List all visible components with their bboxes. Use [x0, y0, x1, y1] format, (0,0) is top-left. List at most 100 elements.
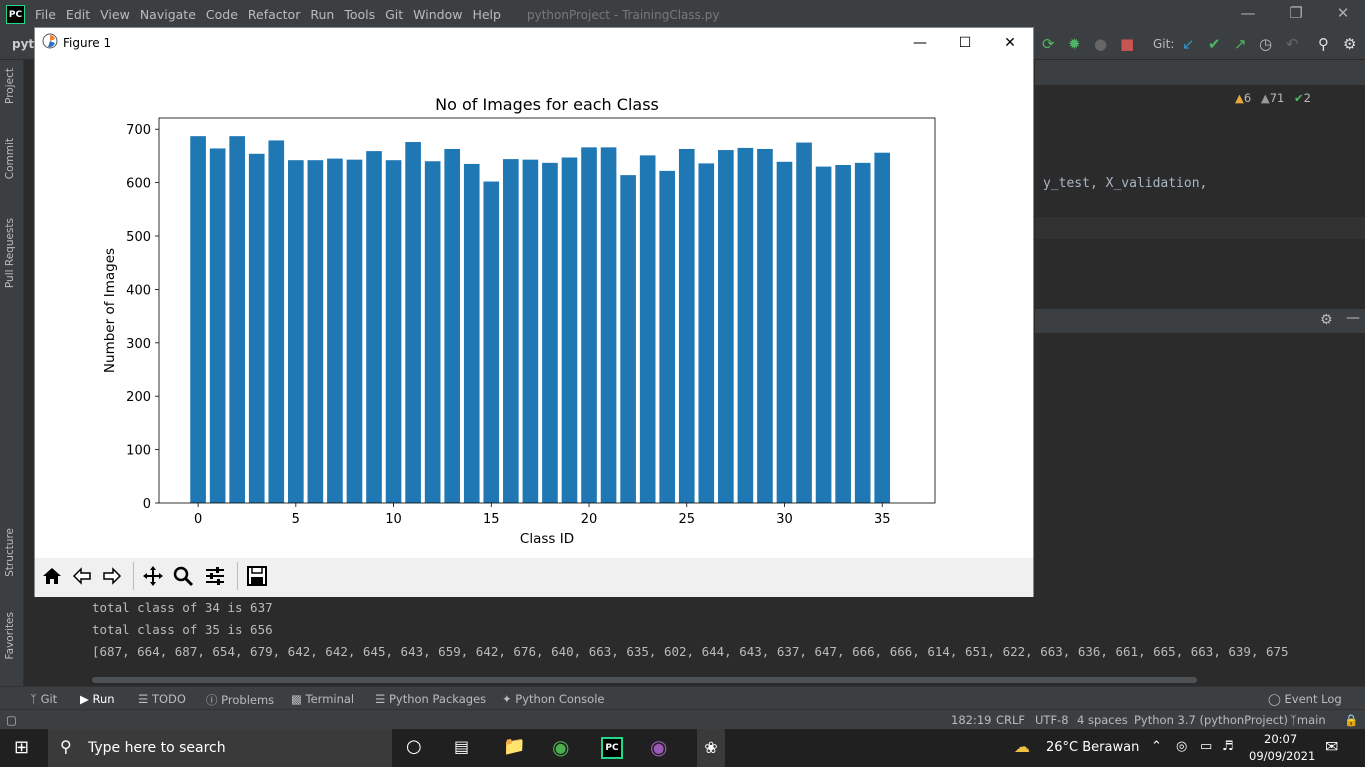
- menu-tools[interactable]: Tools: [344, 7, 376, 22]
- tab-terminal[interactable]: ▩ Terminal: [291, 692, 355, 706]
- weather-icon[interactable]: ☁: [1014, 737, 1030, 756]
- tab-python-packages[interactable]: ☰ Python Packages: [375, 692, 487, 706]
- menu-help[interactable]: Help: [472, 7, 501, 22]
- wifi-icon[interactable]: ◎: [1176, 739, 1188, 754]
- history-icon[interactable]: ◷: [1259, 35, 1273, 53]
- code-editor[interactable]: [1035, 85, 1365, 285]
- branch-icon: ᛉ: [1290, 713, 1297, 727]
- windows-taskbar: ⊞ ⚲ Type here to search ○ ▤ 📁 ◉ PC ◉ ❀ ☁…: [0, 729, 1365, 767]
- tab-git[interactable]: ᛉ Git: [30, 692, 58, 706]
- code-line[interactable]: y_test, X_validation,: [1043, 176, 1208, 191]
- file-encoding[interactable]: UTF-8: [1035, 713, 1069, 727]
- menu-view[interactable]: View: [100, 7, 130, 22]
- menu-refactor[interactable]: Refactor: [247, 7, 301, 22]
- run-settings-gear-icon[interactable]: ⚙: [1320, 312, 1333, 328]
- save-floppy-icon[interactable]: [242, 561, 272, 591]
- windows-start-icon[interactable]: ⊞: [14, 737, 30, 758]
- configure-subplots-icon[interactable]: [200, 561, 230, 591]
- pycharm-taskbar-icon[interactable]: PC: [601, 737, 623, 759]
- x-tick-label: 0: [194, 512, 202, 527]
- bar-chart[interactable]: No of Images for each Class 0 5 10 15 20 25 30 3…: [35, 58, 1033, 558]
- chart-bar: [542, 162, 558, 503]
- profile-icon[interactable]: ●: [1094, 35, 1108, 53]
- clock-date[interactable]: 09/09/2021: [1249, 749, 1316, 763]
- layout-toggle-icon[interactable]: ▢: [6, 713, 17, 727]
- warning-icon: ▲: [1235, 91, 1244, 105]
- menu-edit[interactable]: Edit: [65, 7, 91, 22]
- volume-icon[interactable]: ♬: [1222, 739, 1234, 754]
- x-tick-label: 35: [874, 512, 891, 527]
- stop-icon[interactable]: ■: [1120, 35, 1135, 53]
- x-tick-label: 5: [292, 512, 300, 527]
- tool-tab-structure[interactable]: Structure: [4, 528, 16, 577]
- run-console[interactable]: total class of 34 is 637 total class of …: [80, 597, 1365, 682]
- git-commit-icon[interactable]: ✔: [1208, 35, 1221, 53]
- caret-position[interactable]: 182:19: [951, 713, 992, 727]
- tool-tab-project[interactable]: Project: [4, 68, 16, 104]
- console-horizontal-scrollbar[interactable]: [92, 677, 1197, 683]
- home-icon[interactable]: [37, 561, 67, 591]
- git-update-icon[interactable]: ↙: [1182, 35, 1195, 53]
- zoom-magnifier-icon[interactable]: [168, 561, 198, 591]
- python-interpreter[interactable]: Python 3.7 (pythonProject): [1134, 713, 1289, 727]
- ide-restore-icon[interactable]: ❐: [1289, 4, 1303, 22]
- tab-run[interactable]: ▶ Run: [80, 692, 115, 706]
- github-desktop-icon[interactable]: ◉: [650, 735, 668, 759]
- run-hide-icon[interactable]: —: [1346, 310, 1360, 326]
- tab-todo[interactable]: ☰ TODO: [138, 692, 186, 706]
- notification-center-icon[interactable]: ✉: [1325, 737, 1339, 756]
- rollback-icon[interactable]: ↶: [1286, 35, 1299, 53]
- figure-maximize-icon[interactable]: ☐: [958, 35, 972, 51]
- menu-file[interactable]: File: [35, 7, 56, 22]
- battery-icon[interactable]: ▭: [1200, 739, 1213, 754]
- figure-close-icon[interactable]: ✕: [1004, 35, 1016, 51]
- menu-run[interactable]: Run: [310, 7, 335, 22]
- back-arrow-icon[interactable]: [67, 561, 97, 591]
- git-branch[interactable]: ᛉmain: [1290, 713, 1326, 727]
- line-separator[interactable]: CRLF: [996, 713, 1026, 727]
- chart-bar: [757, 148, 773, 503]
- tool-tab-favorites[interactable]: Favorites: [4, 612, 16, 660]
- weather-text[interactable]: 26°C Berawan: [1046, 740, 1140, 755]
- rerun-icon[interactable]: ⟳: [1042, 35, 1055, 53]
- ide-minimize-icon[interactable]: —: [1240, 4, 1256, 22]
- typo-ok-icon: ✔: [1294, 91, 1304, 105]
- tab-python-console[interactable]: ✦ Python Console: [502, 692, 605, 706]
- file-explorer-icon[interactable]: 📁: [503, 736, 526, 757]
- tool-tab-pull-requests[interactable]: Pull Requests: [4, 218, 16, 289]
- search-everywhere-icon[interactable]: ⚲: [1318, 35, 1329, 53]
- clock-time[interactable]: 20:07: [1264, 732, 1298, 746]
- matplotlib-figure-taskbar-icon[interactable]: ❀: [697, 729, 725, 767]
- git-label: Git:: [1153, 37, 1175, 51]
- chrome-icon[interactable]: ◉: [552, 735, 570, 759]
- tab-problems[interactable]: ⓘ Problems: [206, 693, 275, 707]
- menu-window[interactable]: Window: [413, 7, 463, 22]
- chart-bar: [698, 163, 715, 503]
- x-tick-label: 15: [483, 512, 500, 527]
- terminal-icon: ▩: [291, 692, 302, 706]
- cortana-icon[interactable]: ○: [406, 736, 422, 757]
- indent-setting[interactable]: 4 spaces: [1077, 713, 1128, 727]
- taskbar-search-box[interactable]: ⚲ Type here to search: [48, 729, 392, 767]
- chart-bar: [366, 151, 382, 503]
- menu-git[interactable]: Git: [385, 7, 404, 22]
- chart-bar: [327, 158, 343, 503]
- menu-code[interactable]: Code: [205, 7, 238, 22]
- ide-close-icon[interactable]: ✕: [1336, 4, 1350, 22]
- settings-gear-icon[interactable]: ⚙: [1343, 35, 1357, 53]
- figure-title: Figure 1: [63, 36, 112, 50]
- menu-navigate[interactable]: Navigate: [139, 7, 196, 22]
- lock-icon[interactable]: 🔒: [1344, 713, 1359, 727]
- tab-event-log[interactable]: ◯ Event Log: [1268, 692, 1342, 706]
- pan-move-icon[interactable]: [138, 561, 168, 591]
- tray-chevron-up-icon[interactable]: ⌃: [1151, 739, 1162, 754]
- run-play-icon: ▶: [80, 692, 89, 706]
- git-push-icon[interactable]: ↗: [1234, 35, 1247, 53]
- debug-icon[interactable]: ✹: [1068, 35, 1081, 53]
- tool-tab-commit[interactable]: Commit: [4, 138, 16, 180]
- inspection-widget[interactable]: ▲6 ▲71 ✔2: [1235, 91, 1311, 105]
- figure-minimize-icon[interactable]: —: [913, 35, 927, 51]
- task-view-icon[interactable]: ▤: [454, 737, 470, 756]
- python-console-icon: ✦: [502, 692, 512, 706]
- forward-arrow-icon[interactable]: [97, 561, 127, 591]
